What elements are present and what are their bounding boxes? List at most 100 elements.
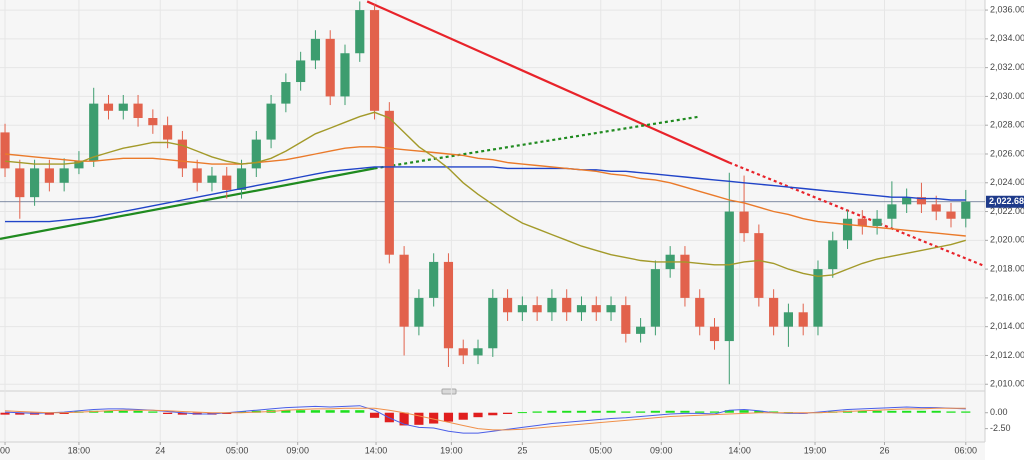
trendline [374,115,700,170]
macd-bar [517,412,527,414]
candle-body [754,233,764,298]
x-tick-label: 06:00 [955,445,978,455]
x-tick-label: 24 [155,445,165,455]
x-tick-label: 19:00 [804,445,827,455]
candle-body [251,139,261,169]
macd-bar [44,412,54,415]
axis-background [985,0,1024,460]
candle-body [177,139,187,169]
macd-bar [754,410,764,413]
macd-bar [961,411,971,413]
macd-bar [695,411,705,413]
macd-bar [621,411,631,413]
macd-bar [15,412,25,415]
x-tick-label: 14:00 [728,445,751,455]
macd-bar [946,411,956,413]
macd-bar [665,410,675,413]
macd-bar [562,410,572,413]
y-tick-label: 2,014.00 [990,321,1024,331]
candle-body [709,326,720,342]
y-tick-label: 2,024.00 [990,177,1024,187]
moving-average [4,146,966,237]
macd-bar [473,412,483,418]
macd-bar [916,410,927,413]
moving-average [4,111,966,278]
macd-bar [547,410,557,413]
macd-bar [236,411,247,413]
candle-body [384,110,394,255]
macd-bar [340,410,350,413]
last-price-box [986,195,1024,208]
macd-bar [724,410,734,413]
candle-body [473,348,483,356]
macd-bar [443,412,454,422]
macd-bar [857,410,867,413]
last-price-label: 2,022.68 [989,196,1024,206]
candle-body [946,211,956,219]
candle-body [148,118,158,126]
macd-bar [680,410,690,413]
macd-bar [281,410,291,413]
y-tick-label: 2,034.00 [990,33,1024,43]
candle-body [30,168,40,198]
macd-bar [0,412,10,415]
candle-body [502,297,513,313]
macd-bar [118,410,128,413]
macd-bar [296,410,306,413]
candle-body [325,38,335,97]
trendline [0,167,375,240]
macd-bar [532,411,542,413]
x-tick-label: 14:00 [365,445,388,455]
macd-bar [606,410,616,413]
candle-body [769,297,779,327]
macd-bar [502,412,513,414]
candle-body [739,211,749,234]
panel-resize-handle[interactable] [441,388,457,395]
candle-body [902,197,912,205]
candle-body [798,312,808,327]
y-tick-label: 2,022.00 [990,206,1024,216]
macd-bar [163,412,173,414]
y-tick-label: 2,018.00 [990,263,1024,273]
x-tick-label: 26 [879,445,889,455]
x-tick-label: 00 [0,445,10,455]
candle-body [222,175,232,190]
macd-bar [429,412,439,424]
candle-body [15,168,25,198]
x-tick-label: 09:00 [286,445,309,455]
candle-body [591,305,601,313]
candle-body [680,254,690,298]
candle-body [828,240,838,270]
candle-body [547,297,557,313]
macd-bar [414,412,424,425]
candle-body [429,261,439,298]
candle-body [931,204,941,212]
macd-bar [59,412,69,414]
macd-bar [887,410,897,413]
candle-body [310,38,321,61]
candle-body [517,305,527,313]
candle-body [887,204,897,219]
candle-body [650,269,660,327]
candle-body [813,269,823,327]
x-tick-label: 09:00 [650,445,673,455]
macd-bar [148,411,158,413]
candle-body [0,132,10,169]
x-tick-label: 25 [517,445,527,455]
candle-body [236,168,247,190]
candle-body [369,10,380,111]
macd-bar [133,410,143,413]
candle-body [576,305,587,313]
y-tick-label: 2,020.00 [990,235,1024,245]
candle-body [621,305,631,334]
plot-background [0,0,985,460]
candle-body [724,211,734,342]
y-tick-label: 2,030.00 [990,91,1024,101]
macd-bar [591,410,601,413]
candle-body [842,218,853,241]
macd-bar [222,412,232,414]
y-tick-label: 2,016.00 [990,292,1024,302]
macd-bar [325,410,335,413]
macd-bar [177,412,187,415]
